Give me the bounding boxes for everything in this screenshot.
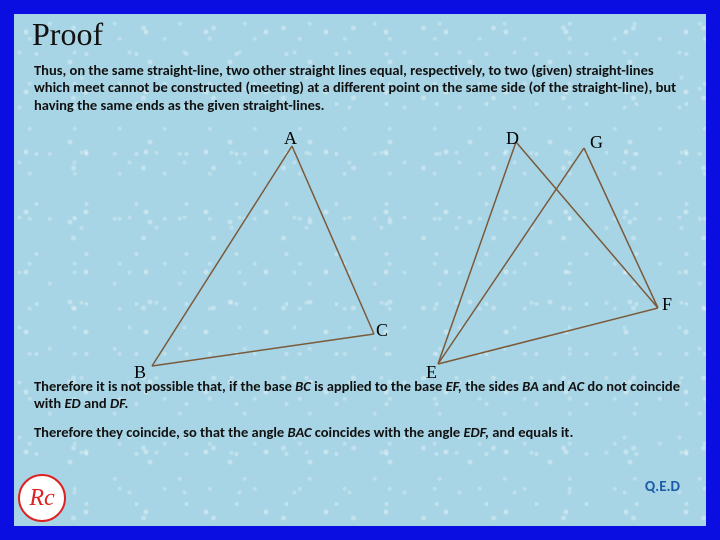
logo-text: Rc bbox=[29, 485, 54, 512]
vertex-label-G: G bbox=[590, 132, 603, 153]
line-GF bbox=[584, 148, 658, 308]
line-AC bbox=[292, 146, 374, 334]
qed-label: Q.E.D bbox=[645, 478, 680, 496]
p2-EF: EF, bbox=[446, 377, 462, 395]
p2-text: the sides bbox=[462, 377, 522, 395]
slide: Proof Thus, on the same straight-line, t… bbox=[0, 0, 720, 540]
line-DF bbox=[516, 142, 658, 308]
p2-BC: BC bbox=[295, 377, 311, 395]
p2-text: is applied to the base bbox=[311, 377, 446, 395]
p2-ED: ED bbox=[64, 394, 80, 412]
p2-BA: BA bbox=[522, 377, 539, 395]
diagram-svg bbox=[74, 134, 664, 374]
p2-DF: DF. bbox=[110, 394, 129, 412]
p3-BAC: BAC bbox=[288, 423, 312, 441]
p2-text: and bbox=[539, 377, 568, 395]
vertex-label-D: D bbox=[506, 128, 519, 149]
line-DE bbox=[438, 142, 516, 364]
line-AB bbox=[152, 146, 292, 366]
proof-paragraph-3: Therefore they coincide, so that the ang… bbox=[34, 424, 686, 441]
p3-text: coincides with the angle bbox=[311, 423, 463, 441]
logo-badge: Rc bbox=[18, 474, 66, 522]
p3-text: Therefore they coincide, so that the ang… bbox=[34, 423, 288, 441]
geometry-diagram: A B C D E F G bbox=[74, 134, 664, 374]
vertex-label-C: C bbox=[376, 320, 388, 341]
line-GE bbox=[438, 148, 584, 364]
p2-text: Therefore it is not possible that, if th… bbox=[34, 377, 295, 395]
p3-text: and equals it. bbox=[489, 423, 573, 441]
p2-AC: AC bbox=[568, 377, 584, 395]
slide-title: Proof bbox=[32, 16, 103, 53]
vertex-label-F: F bbox=[662, 294, 672, 315]
line-BC bbox=[152, 334, 374, 366]
proof-paragraph-2: Therefore it is not possible that, if th… bbox=[34, 378, 686, 413]
p2-text: and bbox=[81, 394, 110, 412]
p3-EDF: EDF, bbox=[463, 423, 488, 441]
proof-paragraph-1: Thus, on the same straight-line, two oth… bbox=[34, 62, 686, 114]
vertex-label-A: A bbox=[284, 128, 297, 149]
